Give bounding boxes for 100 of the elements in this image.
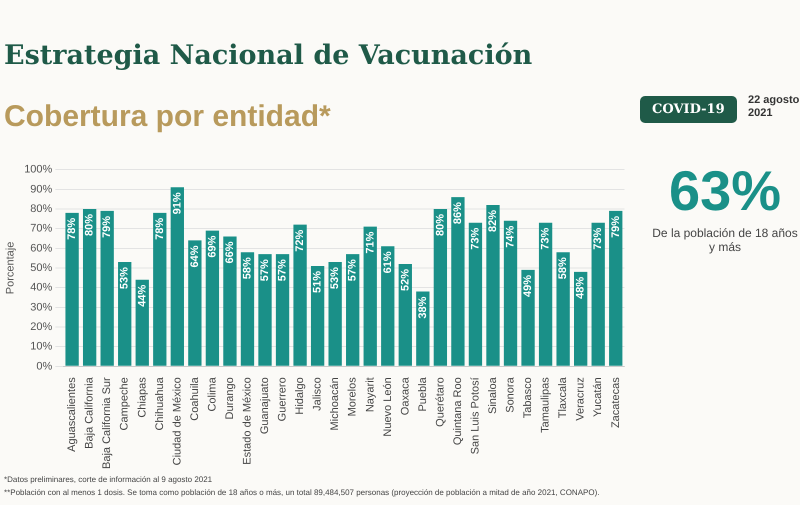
x-tick-label: Jalisco [312, 377, 324, 411]
x-tick-label: Tlaxcala [557, 376, 570, 418]
data-label: 79% [610, 216, 622, 238]
x-tick-label: Oaxaca [399, 376, 412, 416]
data-label: 38% [416, 296, 429, 319]
y-tick-label: 70% [30, 222, 53, 235]
data-label: 57% [346, 258, 359, 282]
bar [276, 254, 290, 366]
data-label: 82% [487, 210, 500, 232]
x-tick-label: Nayarit [364, 377, 376, 412]
x-tick-label: Yucatán [592, 377, 604, 418]
data-label: 73% [469, 228, 482, 250]
x-tick-label: Ciudad de México [171, 377, 184, 466]
data-label: 91% [171, 192, 184, 214]
data-label: 48% [574, 276, 587, 299]
data-label: 57% [276, 258, 289, 282]
x-tick-label: Tamaulipas [540, 376, 552, 433]
text: COVID-19 [640, 96, 737, 123]
x-tick-label: Aguascalientes [66, 376, 78, 452]
bar [240, 252, 254, 366]
x-tick-label: Puebla [416, 376, 429, 412]
x-tick-label: Hidalgo [294, 377, 306, 415]
x-tick-label: Durango [224, 377, 236, 420]
y-tick-label: 30% [30, 301, 53, 314]
x-tick-label: Campeche [118, 377, 131, 430]
bar [223, 236, 237, 366]
x-tick-label: Baja California [84, 376, 96, 449]
bar [82, 208, 96, 366]
x-tick-label: Baja California Sur [101, 376, 114, 470]
data-label: 58% [557, 257, 570, 280]
data-label: 53% [118, 266, 131, 290]
data-label: 71% [364, 231, 376, 254]
data-label: 73% [592, 228, 604, 250]
data-label: 51% [312, 270, 324, 294]
text: 63% [668, 158, 782, 223]
data-label: 74% [504, 226, 517, 248]
y-tick-label: 50% [30, 262, 53, 274]
y-tick-label: 10% [30, 340, 53, 353]
x-tick-label: Estado de México [242, 377, 254, 465]
y-tick-label: 60% [30, 242, 53, 254]
bar [258, 254, 272, 366]
bar [592, 222, 605, 366]
bar [328, 262, 342, 366]
data-label: 66% [224, 241, 236, 264]
bar [574, 272, 588, 366]
chart-title: Estrategia Nacional de Vacunación [4, 40, 532, 71]
bar [364, 226, 377, 366]
x-tick-label: Colima [206, 376, 218, 412]
data-label: 61% [382, 251, 394, 274]
x-tick-label: Veracruz [574, 377, 587, 421]
bar [538, 222, 552, 366]
x-tick-label: Morelos [346, 376, 359, 416]
bar [398, 264, 412, 366]
data-label: 78% [154, 218, 166, 240]
bar [556, 252, 570, 366]
bar [486, 205, 500, 366]
bar [188, 240, 202, 366]
x-tick-label: Chihuahua [154, 376, 166, 431]
bar [504, 220, 518, 366]
y-tick-label: 40% [30, 282, 53, 294]
x-tick-label: Zacatecas [610, 376, 622, 428]
bar [136, 280, 149, 366]
data-label: 78% [66, 218, 78, 240]
bar [100, 210, 114, 366]
x-tick-label: San Luis Potosí [469, 376, 482, 454]
x-tick-label: Quintana Roo [452, 377, 464, 446]
data-label: 44% [136, 284, 148, 307]
data-label: 79% [101, 216, 114, 238]
y-tick-label: 90% [30, 183, 53, 196]
x-tick-label: Querétaro [434, 377, 446, 427]
bar [381, 246, 394, 366]
bar [293, 224, 307, 366]
data-label: 64% [188, 245, 201, 268]
data-label: 57% [259, 258, 272, 282]
text: **Población con al menos 1 dosis. Se toma como población de 18 años o más, un total 89,484,507 personas (proyección de población a mitad de año 2021, CONAPO). [4, 488, 600, 497]
text: 22 agosto 2021 [748, 94, 800, 120]
x-tick-label: Sonora [504, 376, 517, 413]
bar [468, 222, 482, 366]
x-tick-label: Tabasco [522, 377, 534, 418]
bar [434, 208, 448, 366]
x-tick-label: Michoacán [329, 377, 342, 430]
data-label: 58% [242, 257, 254, 280]
x-tick-label: Guerrero [276, 377, 289, 422]
data-label: 49% [522, 274, 534, 297]
x-tick-label: Nuevo León [382, 377, 394, 437]
bar [346, 254, 360, 366]
data-label: 69% [206, 235, 218, 258]
data-label: 80% [434, 214, 446, 236]
bar [170, 187, 184, 366]
chart-subtitle: Cobertura por entidad* [4, 100, 331, 134]
x-tick-label: Guanajuato [259, 377, 272, 434]
data-label: 80% [84, 214, 96, 236]
bar [153, 212, 166, 366]
y-axis-title: Porcentaje [4, 242, 17, 294]
y-tick-label: 80% [30, 202, 53, 215]
y-tick-label: 20% [30, 320, 53, 333]
text: *Datos preliminares, corte de información al 9 agosto 2021 [4, 475, 214, 484]
bar [609, 210, 622, 366]
bar [451, 197, 465, 366]
x-tick-label: Coahuila [188, 376, 201, 421]
